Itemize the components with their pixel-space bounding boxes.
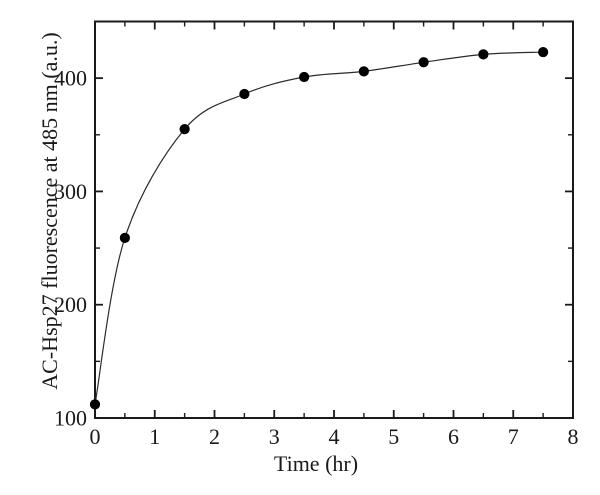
y-axis-label: AC-Hsp27 fluorescence at 485 nm (a.u.) [37, 32, 62, 389]
data-point [89, 399, 101, 410]
y-tick-label: 300 [54, 179, 87, 204]
x-tick-label: 2 [209, 424, 220, 449]
y-tick-labels: 100 200 300 400 [54, 66, 87, 431]
y-tick-label: 100 [54, 406, 87, 431]
data-point [179, 124, 190, 135]
y-tick-label: 200 [54, 292, 87, 317]
data-point-series [89, 46, 549, 410]
axis-ticks [94, 20, 574, 419]
x-tick-label: 5 [388, 424, 399, 449]
data-point [418, 57, 429, 68]
x-tick-label: 6 [448, 424, 459, 449]
data-point [239, 88, 250, 100]
fit-curve-line [94, 51, 544, 405]
data-point [119, 232, 130, 243]
plot-frame [94, 20, 574, 419]
data-point [478, 49, 489, 60]
x-axis-label: Time (hr) [274, 451, 358, 476]
x-tick-label: 7 [508, 424, 519, 449]
data-point [358, 66, 369, 77]
x-tick-labels: 0 1 2 3 4 5 6 7 8 [90, 424, 579, 449]
y-tick-label: 400 [54, 66, 87, 91]
x-tick-label: 8 [568, 424, 579, 449]
x-tick-label: 0 [90, 424, 101, 449]
x-tick-label: 3 [269, 424, 280, 449]
x-tick-label: 4 [329, 424, 340, 449]
data-point [538, 46, 549, 58]
data-point [299, 71, 310, 83]
x-tick-label: 1 [149, 424, 160, 449]
